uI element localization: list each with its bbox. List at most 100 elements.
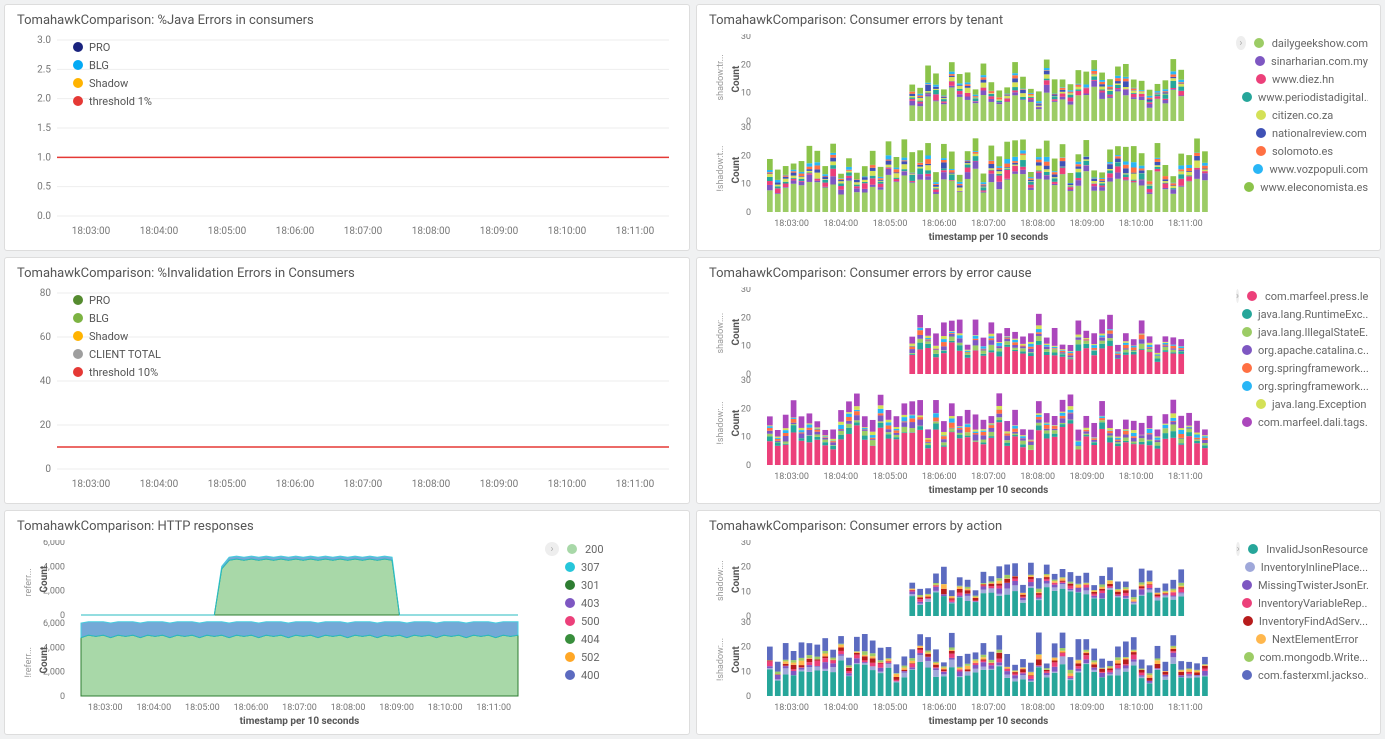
svg-text:0: 0 [746, 461, 751, 471]
legend-item[interactable]: 502 [545, 648, 677, 666]
legend-swatch [565, 562, 575, 572]
legend-item[interactable]: org.apache.catalina.c... [1236, 341, 1368, 359]
legend-item[interactable]: com.fasterxml.jackso... [1236, 666, 1368, 684]
svg-text:18:09:00: 18:09:00 [480, 226, 519, 237]
legend-swatch [73, 42, 83, 52]
svg-text:18:11:00: 18:11:00 [1168, 472, 1203, 482]
svg-text:1.0: 1.0 [37, 152, 51, 163]
legend-item[interactable]: Shadow [73, 327, 161, 345]
svg-text:18:09:00: 18:09:00 [1070, 472, 1105, 482]
legend-item[interactable]: CLIENT TOTAL [73, 345, 161, 363]
svg-text:0.0: 0.0 [37, 211, 51, 222]
legend-item[interactable]: InventoryInlinePlace... [1236, 558, 1368, 576]
svg-text:30: 30 [741, 540, 751, 548]
svg-text:18:08:00: 18:08:00 [1020, 703, 1055, 713]
legend-item[interactable]: org.springframework... [1236, 377, 1368, 395]
legend-item[interactable]: www.diez.hn [1236, 70, 1368, 88]
legend-item[interactable]: org.springframework... [1236, 359, 1368, 377]
legend-label: NextElementError [1272, 633, 1358, 646]
legend-item[interactable]: InventoryVariableRep... [1236, 594, 1368, 612]
legend-label: www.periodistadigital... [1258, 91, 1368, 104]
legend-swatch [565, 616, 575, 626]
legend-item[interactable]: 307 [545, 558, 677, 576]
svg-text:2.5: 2.5 [37, 64, 51, 75]
legend-item[interactable]: PRO [73, 38, 152, 56]
chevron-right-icon[interactable]: › [1236, 36, 1246, 50]
legend-item[interactable]: com.marfeel.dali.tags... [1236, 413, 1368, 431]
legend-item[interactable]: PRO [73, 291, 161, 309]
svg-text:18:07:00: 18:07:00 [344, 479, 383, 490]
svg-text:10: 10 [741, 342, 751, 352]
panel-invalidation-errors: TomahawkComparison: %Invalidation Errors… [4, 257, 690, 504]
legend-item[interactable]: threshold 1% [73, 92, 152, 110]
legend-item[interactable]: BLG [73, 56, 152, 74]
legend-item[interactable]: java.lang.IllegalStateE... [1236, 323, 1368, 341]
legend-label: InventoryInlinePlace... [1261, 561, 1368, 574]
legend-swatch [1256, 146, 1266, 156]
legend-item[interactable]: 301 [545, 576, 677, 594]
svg-text:18:05:00: 18:05:00 [873, 219, 908, 229]
svg-text:6,000: 6,000 [43, 540, 65, 548]
legend-swatch [567, 544, 577, 554]
legend-item[interactable]: 404 [545, 630, 677, 648]
legend-item[interactable]: nationalreview.com [1236, 124, 1368, 142]
legend-swatch [1244, 652, 1254, 662]
tenant-chart[interactable]: 0102030Countshadow:tr...0102030Count!sha… [709, 34, 1214, 244]
svg-text:18:06:00: 18:06:00 [276, 226, 315, 237]
legend-swatch [1242, 309, 1252, 319]
legend-swatch [1256, 399, 1266, 409]
legend-item[interactable]: 400 [545, 666, 677, 684]
legend-item[interactable]: java.lang.Exception [1236, 395, 1368, 413]
svg-text:30: 30 [741, 376, 751, 386]
legend-item[interactable]: BLG [73, 309, 161, 327]
legend-label: 502 [581, 651, 600, 664]
chevron-right-icon[interactable]: › [545, 542, 559, 556]
dashboard-grid: TomahawkComparison: %Java Errors in cons… [4, 4, 1381, 735]
chevron-right-icon[interactable]: › [1236, 289, 1239, 303]
legend-label: BLG [89, 312, 109, 325]
svg-text:18:09:00: 18:09:00 [1070, 219, 1105, 229]
chevron-right-icon[interactable]: › [1236, 542, 1240, 556]
svg-text:18:11:00: 18:11:00 [1168, 703, 1203, 713]
legend-swatch [73, 60, 83, 70]
legend-item[interactable]: Shadow [73, 74, 152, 92]
legend-label: java.lang.RuntimeExc... [1258, 308, 1368, 321]
legend-label: 404 [581, 633, 600, 646]
svg-text:18:05:00: 18:05:00 [208, 479, 247, 490]
svg-text:18:07:00: 18:07:00 [971, 703, 1006, 713]
legend-item[interactable]: MissingTwisterJsonEr... [1236, 576, 1368, 594]
legend-swatch [1242, 363, 1252, 373]
legend-item[interactable]: www.eleconomista.es [1236, 178, 1368, 196]
svg-text:!shadow:...: !shadow:... [716, 401, 726, 444]
legend-item[interactable]: 403 [545, 594, 677, 612]
legend-item[interactable]: www.periodistadigital... [1236, 88, 1368, 106]
legend-swatch [1256, 634, 1266, 644]
legend-item[interactable]: citizen.co.za [1236, 106, 1368, 124]
cause-chart[interactable]: 0102030Countshadow:...0102030Count!shado… [709, 287, 1214, 497]
legend-label: Shadow [89, 330, 128, 343]
legend-swatch [1248, 544, 1258, 554]
legend-label: threshold 10% [89, 366, 158, 379]
legend-item[interactable]: threshold 10% [73, 363, 161, 381]
legend-item[interactable]: www.vozpopuli.com [1236, 160, 1368, 178]
svg-text:18:04:00: 18:04:00 [823, 472, 858, 482]
legend-item[interactable]: solomoto.es [1236, 142, 1368, 160]
legend-swatch [565, 580, 575, 590]
svg-text:18:11:00: 18:11:00 [476, 703, 511, 713]
legend-item[interactable]: NextElementError [1236, 630, 1368, 648]
legend-label: 200 [585, 543, 604, 556]
action-chart[interactable]: 0102030Countshadow:...0102030Count!shado… [709, 540, 1214, 728]
legend-item[interactable]: sinarharian.com.my [1236, 52, 1368, 70]
legend-label: citizen.co.za [1272, 109, 1333, 122]
legend-item[interactable]: java.lang.RuntimeExc... [1236, 305, 1368, 323]
legend-label: InventoryVariableRep... [1258, 597, 1368, 610]
svg-text:18:05:00: 18:05:00 [185, 703, 220, 713]
legend-label: 403 [581, 597, 600, 610]
http-chart[interactable]: 02,0004,0006,000Countreferr...02,0004,00… [17, 540, 522, 728]
svg-text:10: 10 [741, 180, 751, 190]
legend-item[interactable]: 500 [545, 612, 677, 630]
svg-text:18:10:00: 18:10:00 [1119, 219, 1154, 229]
legend-item[interactable]: InventoryFindAdServ... [1236, 612, 1368, 630]
svg-text:20: 20 [741, 313, 751, 323]
legend-item[interactable]: com.mongodb.Write... [1236, 648, 1368, 666]
